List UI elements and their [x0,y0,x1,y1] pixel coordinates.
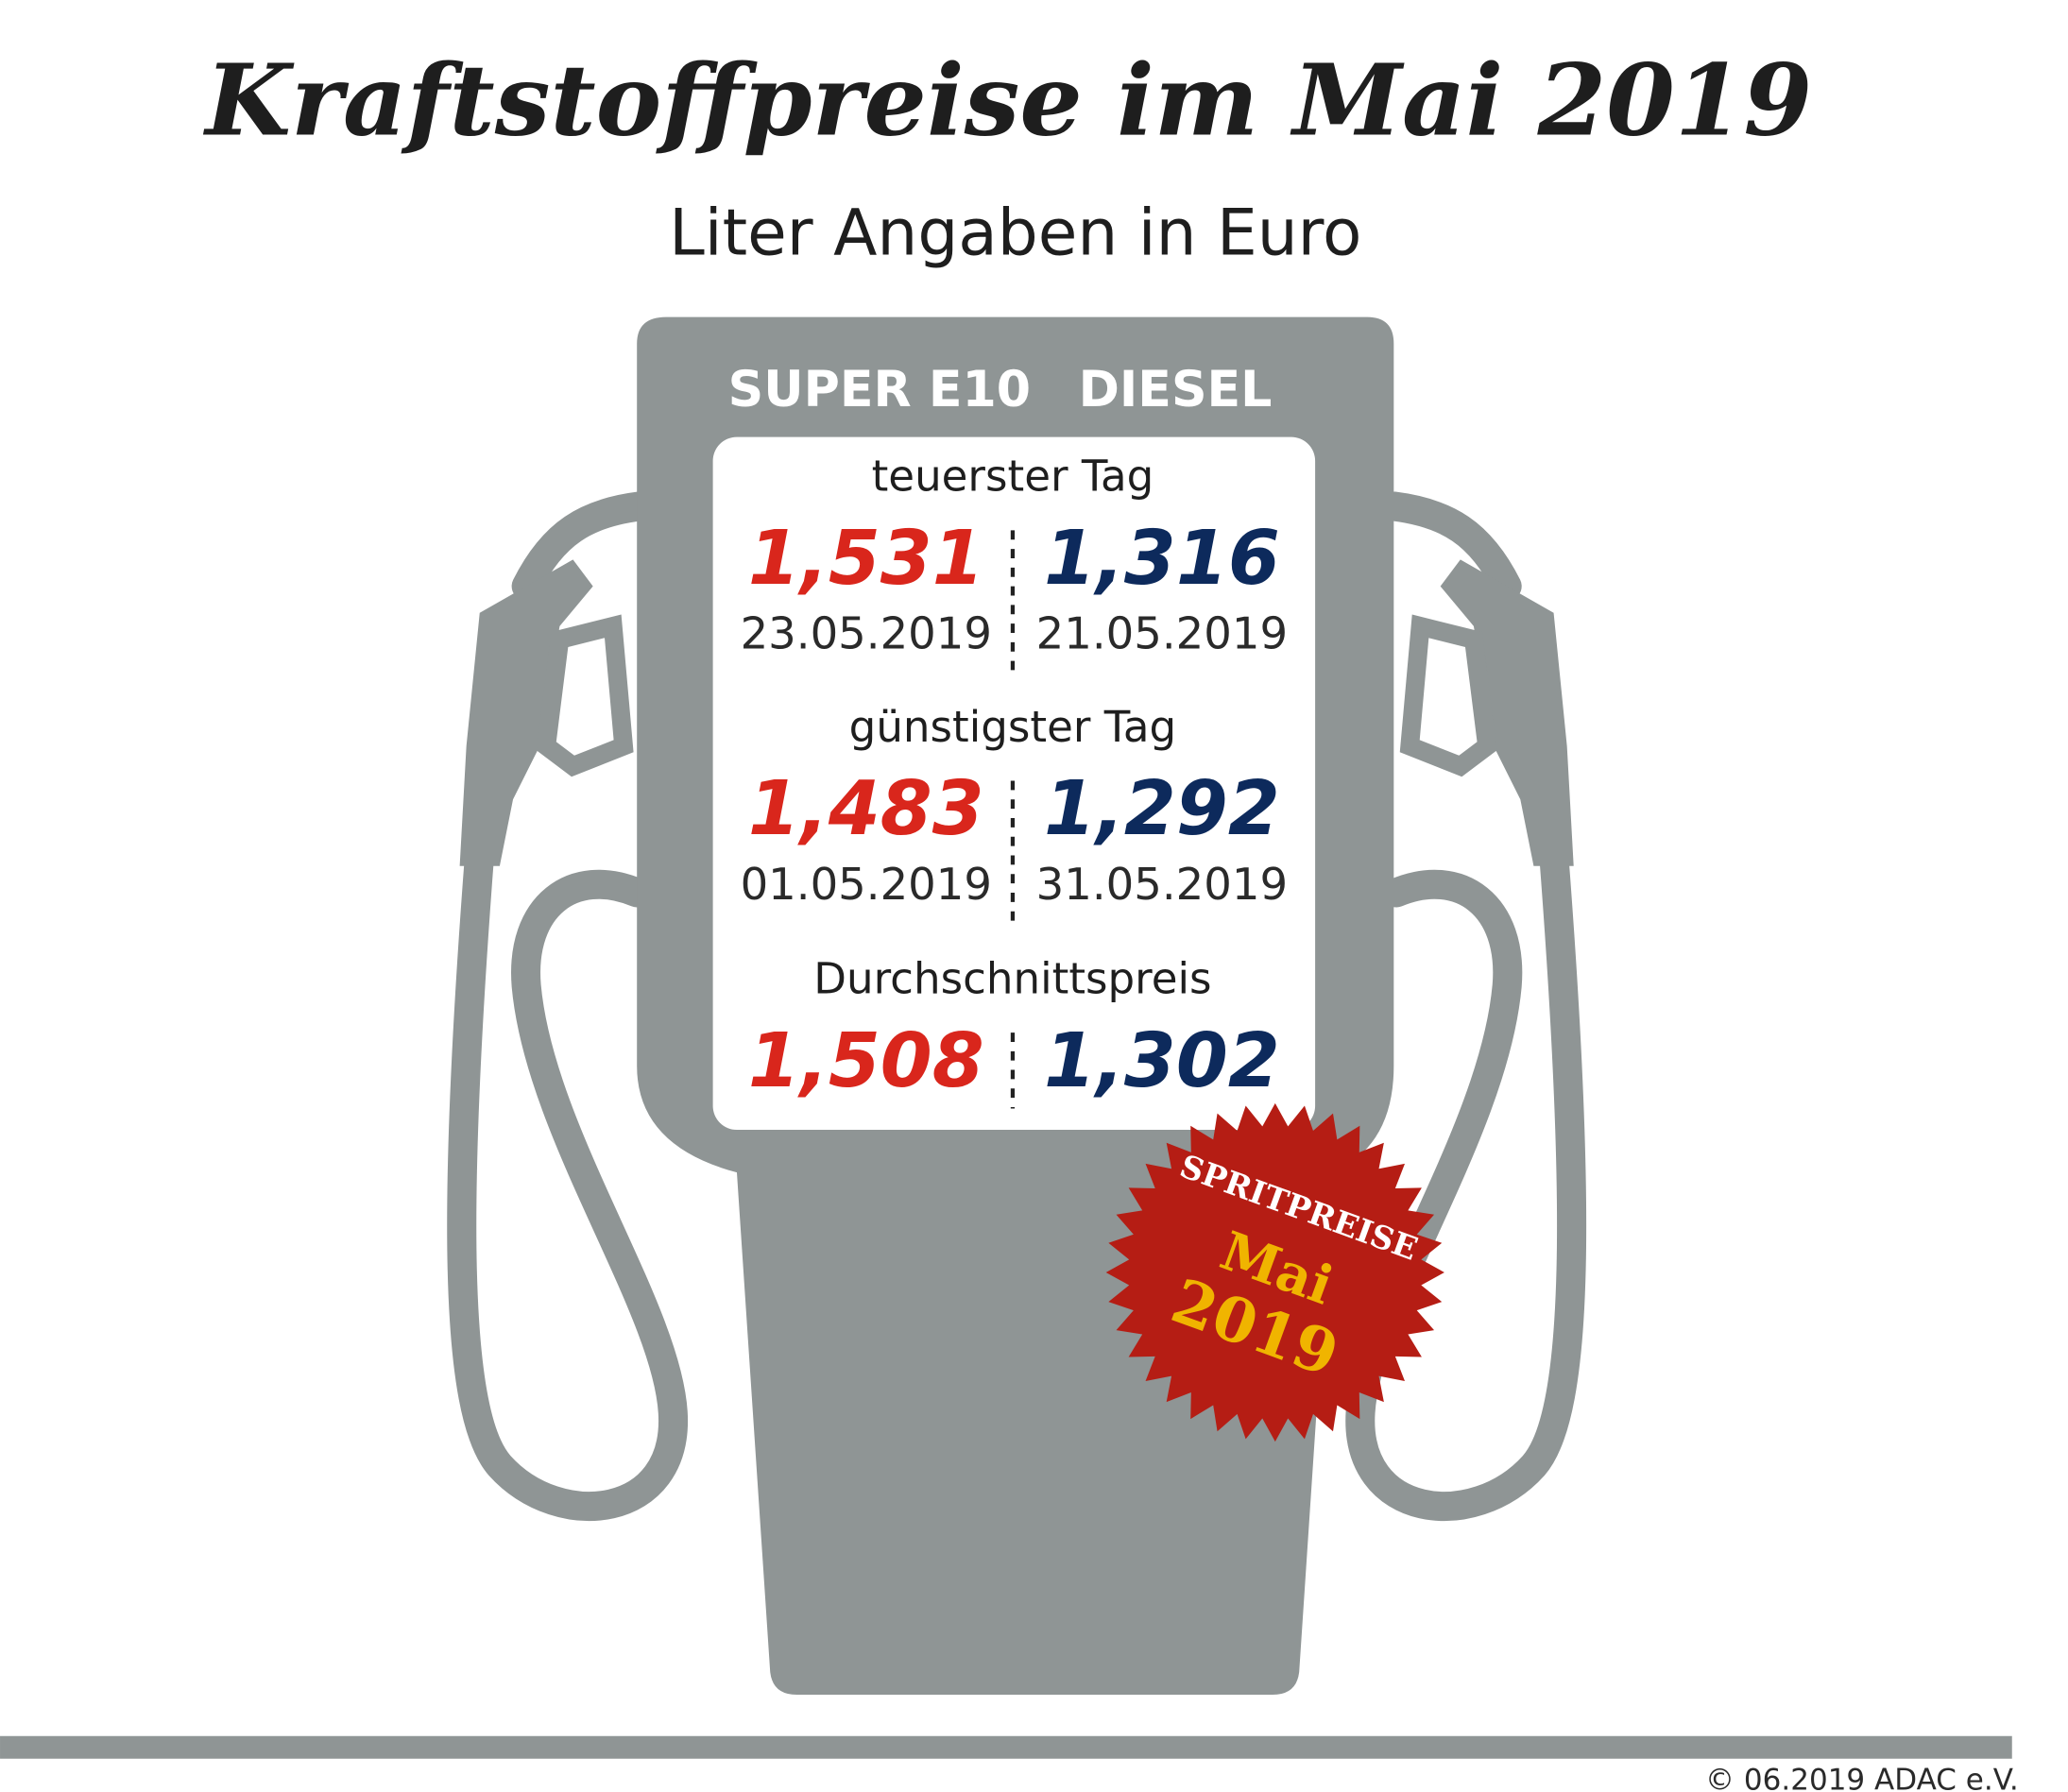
subtitle: Liter Angaben in Euro [669,196,1361,270]
price: 1,531 [748,515,984,602]
footer: © 06.2019 ADAC e.V. [1705,1764,2019,1792]
hoses [447,491,1587,1521]
badge-burst [1105,1102,1444,1442]
date: 31.05.2019 [1036,859,1288,910]
section-label: günstigster Tag [849,702,1176,752]
price: 1,292 [1044,765,1280,852]
title: Kraftstoffpreise im Mai 2019 [202,43,1812,159]
column-header: SUPER E10 [728,362,1031,418]
bottom-bar [0,1735,2012,1759]
date: 21.05.2019 [1036,608,1288,659]
price: 1,508 [748,1017,984,1104]
date: 23.05.2019 [741,608,992,659]
price: 1,316 [1044,515,1280,602]
price: 1,483 [748,765,984,852]
date: 01.05.2019 [741,859,992,910]
section-label: teuerster Tag [872,452,1154,502]
section-label: Durchschnittspreis [813,953,1211,1003]
column-header: DIESEL [1079,362,1273,418]
price: 1,302 [1044,1017,1280,1104]
